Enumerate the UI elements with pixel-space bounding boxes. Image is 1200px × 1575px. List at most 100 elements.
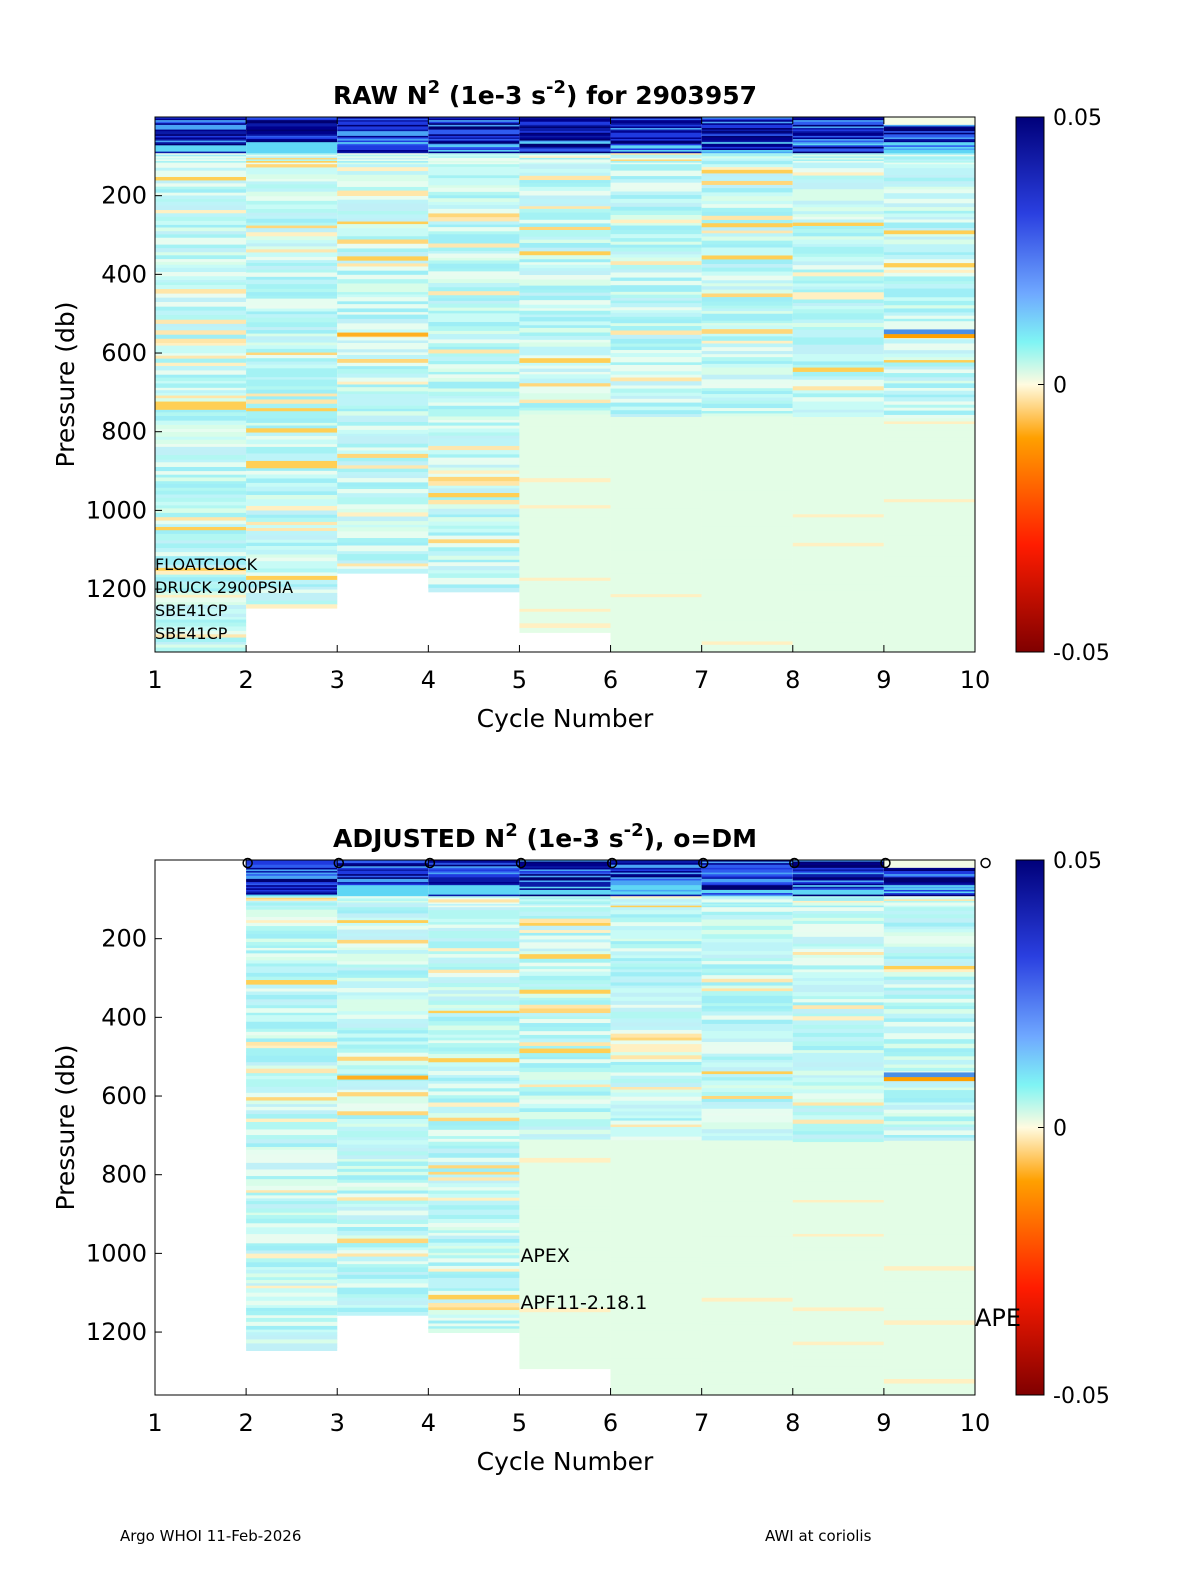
heatmap-cell bbox=[337, 352, 429, 356]
heatmap-cell bbox=[246, 432, 338, 437]
heatmap-cell bbox=[337, 1175, 429, 1181]
heatmap-cell bbox=[610, 446, 702, 451]
heatmap-cell bbox=[428, 1320, 520, 1324]
heatmap-cell bbox=[155, 390, 247, 394]
heatmap-cell bbox=[337, 1311, 429, 1316]
heatmap-cell bbox=[428, 435, 520, 439]
heatmap-cell bbox=[519, 1212, 611, 1217]
heatmap-cell bbox=[519, 902, 611, 905]
heatmap-cell bbox=[246, 1218, 338, 1224]
heatmap-cell bbox=[246, 902, 338, 905]
heatmap-cell bbox=[246, 1008, 338, 1014]
heatmap-cell bbox=[155, 310, 247, 316]
heatmap-cell bbox=[610, 893, 702, 896]
heatmap-cell bbox=[610, 897, 702, 900]
heatmap-cell bbox=[792, 936, 884, 941]
heatmap-cell bbox=[337, 542, 429, 547]
y-tick-label: 800 bbox=[101, 418, 147, 446]
heatmap-cell bbox=[246, 146, 338, 149]
heatmap-cell bbox=[519, 541, 611, 547]
heatmap-cell bbox=[701, 457, 793, 463]
heatmap-cell bbox=[610, 1385, 702, 1390]
heatmap-cell bbox=[246, 988, 338, 993]
heatmap-cell bbox=[246, 162, 338, 165]
heatmap-cell bbox=[701, 192, 793, 197]
heatmap-cell bbox=[428, 897, 520, 900]
heatmap-cell bbox=[519, 1227, 611, 1232]
heatmap-cell bbox=[883, 874, 975, 877]
heatmap-cell bbox=[883, 889, 975, 892]
heatmap-cell bbox=[610, 291, 702, 296]
heatmap-cell bbox=[792, 1050, 884, 1054]
heatmap-cell bbox=[701, 501, 793, 507]
heatmap-cell bbox=[519, 1008, 611, 1014]
heatmap-cell bbox=[792, 943, 884, 947]
heatmap-cell bbox=[792, 179, 884, 184]
heatmap-cell bbox=[155, 276, 247, 281]
heatmap-cell bbox=[883, 441, 975, 446]
heatmap-cell bbox=[337, 203, 429, 208]
heatmap-cell bbox=[883, 943, 975, 948]
heatmap-cell bbox=[519, 930, 611, 934]
heatmap-cell bbox=[883, 496, 975, 500]
heatmap-cell bbox=[519, 932, 611, 937]
heatmap-cell bbox=[337, 516, 429, 522]
heatmap-cell bbox=[701, 590, 793, 595]
heatmap-cell bbox=[610, 503, 702, 507]
heatmap-cell bbox=[792, 1321, 884, 1327]
heatmap-cell bbox=[883, 875, 975, 878]
heatmap-cell bbox=[792, 276, 884, 282]
heatmap-cell bbox=[792, 927, 884, 933]
heatmap-cell bbox=[519, 426, 611, 430]
heatmap-cell bbox=[610, 135, 702, 138]
heatmap-cell bbox=[246, 878, 338, 881]
heatmap-cell bbox=[883, 1090, 975, 1096]
heatmap-cell bbox=[883, 1369, 975, 1373]
heatmap-cell bbox=[246, 457, 338, 462]
heatmap-cell bbox=[246, 256, 338, 261]
heatmap-cell bbox=[428, 388, 520, 393]
heatmap-cell bbox=[428, 528, 520, 534]
heatmap-cell bbox=[155, 459, 247, 463]
heatmap-cell bbox=[792, 540, 884, 544]
heatmap-cell bbox=[155, 139, 247, 142]
heatmap-cell bbox=[337, 362, 429, 367]
heatmap-cell bbox=[610, 948, 702, 952]
heatmap-cell bbox=[155, 409, 247, 413]
heatmap-cell bbox=[883, 535, 975, 540]
heatmap-cell bbox=[701, 1243, 793, 1249]
heatmap-cell bbox=[155, 490, 247, 495]
heatmap-cell bbox=[701, 289, 793, 294]
heatmap-cell bbox=[792, 574, 884, 578]
heatmap-cell bbox=[883, 164, 975, 169]
heatmap-cell bbox=[337, 554, 429, 559]
heatmap-cell bbox=[701, 169, 793, 174]
heatmap-cell bbox=[337, 1193, 429, 1198]
heatmap-cell bbox=[519, 1139, 611, 1143]
heatmap-cell bbox=[428, 1081, 520, 1085]
heatmap-cell bbox=[428, 405, 520, 410]
heatmap-cell bbox=[701, 1071, 793, 1075]
heatmap-cell bbox=[155, 651, 247, 652]
heatmap-cell bbox=[792, 507, 884, 512]
heatmap-cell bbox=[337, 984, 429, 989]
heatmap-cell bbox=[246, 938, 338, 943]
heatmap-cell bbox=[337, 917, 429, 921]
heatmap-cell bbox=[519, 1321, 611, 1326]
heatmap-cell bbox=[883, 217, 975, 220]
heatmap-cell bbox=[428, 1129, 520, 1134]
heatmap-cell bbox=[883, 1295, 975, 1301]
heatmap-cell bbox=[610, 206, 702, 212]
heatmap-cell bbox=[246, 372, 338, 378]
heatmap-cell bbox=[428, 1174, 520, 1178]
heatmap-cell bbox=[428, 317, 520, 323]
heatmap-cell bbox=[701, 624, 793, 629]
heatmap-cell bbox=[610, 573, 702, 578]
heatmap-cell bbox=[519, 1261, 611, 1266]
heatmap-cell bbox=[246, 586, 338, 591]
y-tick-label: 1000 bbox=[86, 1239, 147, 1267]
heatmap-cell bbox=[337, 1030, 429, 1035]
heatmap-cell bbox=[610, 627, 702, 633]
heatmap-cell bbox=[519, 1199, 611, 1204]
heatmap-cell bbox=[610, 1075, 702, 1080]
